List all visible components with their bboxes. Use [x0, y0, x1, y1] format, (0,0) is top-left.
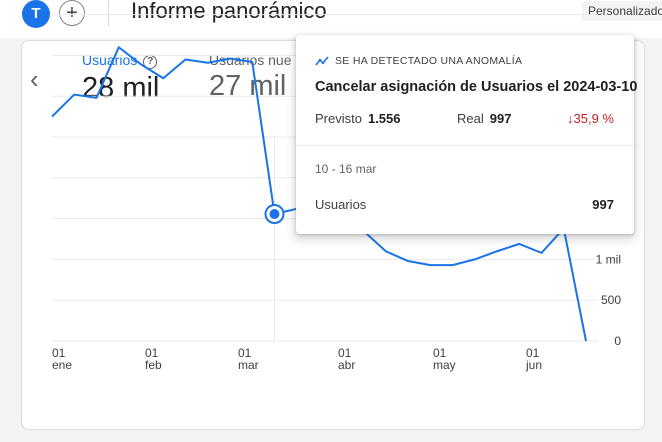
- metric-value: 28 mil: [82, 72, 160, 104]
- date-range: 10 - 16 mar: [315, 162, 377, 176]
- expected-value: 1.556: [367, 111, 401, 126]
- x-tick-day: 01: [433, 346, 447, 360]
- x-tick-day: 01: [526, 346, 540, 360]
- x-tick-month: may: [433, 358, 456, 372]
- arrow-down-icon: ↓: [567, 111, 574, 126]
- header-divider: [108, 0, 109, 26]
- anomaly-flag: SE HA DETECTADO UNA ANOMALÍA: [315, 55, 522, 67]
- trend-icon: [315, 56, 329, 66]
- top-bar: T + Informe panorámico Personalizado: [0, 0, 662, 38]
- change-badge: ↓35,9 %: [567, 111, 614, 126]
- change-value: 35,9 %: [573, 111, 614, 126]
- x-tick-day: 01: [145, 346, 159, 360]
- x-tick-month: jun: [525, 358, 542, 372]
- add-comparison-button[interactable]: +: [59, 0, 85, 26]
- x-tick-day: 01: [52, 346, 66, 360]
- actual-value: 997: [489, 111, 512, 126]
- anomaly-title: Cancelar asignación de Usuarios el 2024-…: [315, 79, 638, 95]
- anomaly-marker: [269, 209, 280, 220]
- x-tick-day: 01: [238, 346, 252, 360]
- custom-date-chip[interactable]: Personalizado: [582, 1, 662, 21]
- metric-label: Usuarios nue: [209, 52, 292, 68]
- x-tick-month: mar: [238, 358, 259, 372]
- x-tick-day: 01: [338, 346, 352, 360]
- tooltip-divider: [296, 145, 634, 146]
- anomaly-tooltip: SE HA DETECTADO UNA ANOMALÍA Cancelar as…: [296, 35, 638, 234]
- y-tick-label: 1 mil: [596, 252, 621, 266]
- tooltip-metric-value: 997: [592, 197, 614, 212]
- x-tick-month: feb: [145, 358, 162, 372]
- x-tick-month: abr: [338, 358, 355, 372]
- y-tick-label: 500: [601, 293, 621, 307]
- page-title: Informe panorámico: [131, 0, 327, 23]
- anomaly-flag-text: SE HA DETECTADO UNA ANOMALÍA: [335, 55, 523, 67]
- metric-label: Usuarios: [82, 52, 138, 68]
- tooltip-metric-label: Usuarios: [315, 197, 367, 212]
- chevron-left-icon[interactable]: ‹: [30, 64, 39, 94]
- expected-row: Previsto 1.556: [315, 111, 401, 126]
- expected-label: Previsto: [315, 111, 362, 126]
- actual-row: Real 997: [457, 111, 511, 126]
- actual-label: Real: [457, 111, 484, 126]
- y-tick-label: 0: [614, 334, 621, 348]
- account-avatar[interactable]: T: [22, 0, 50, 28]
- x-tick-month: ene: [52, 358, 72, 372]
